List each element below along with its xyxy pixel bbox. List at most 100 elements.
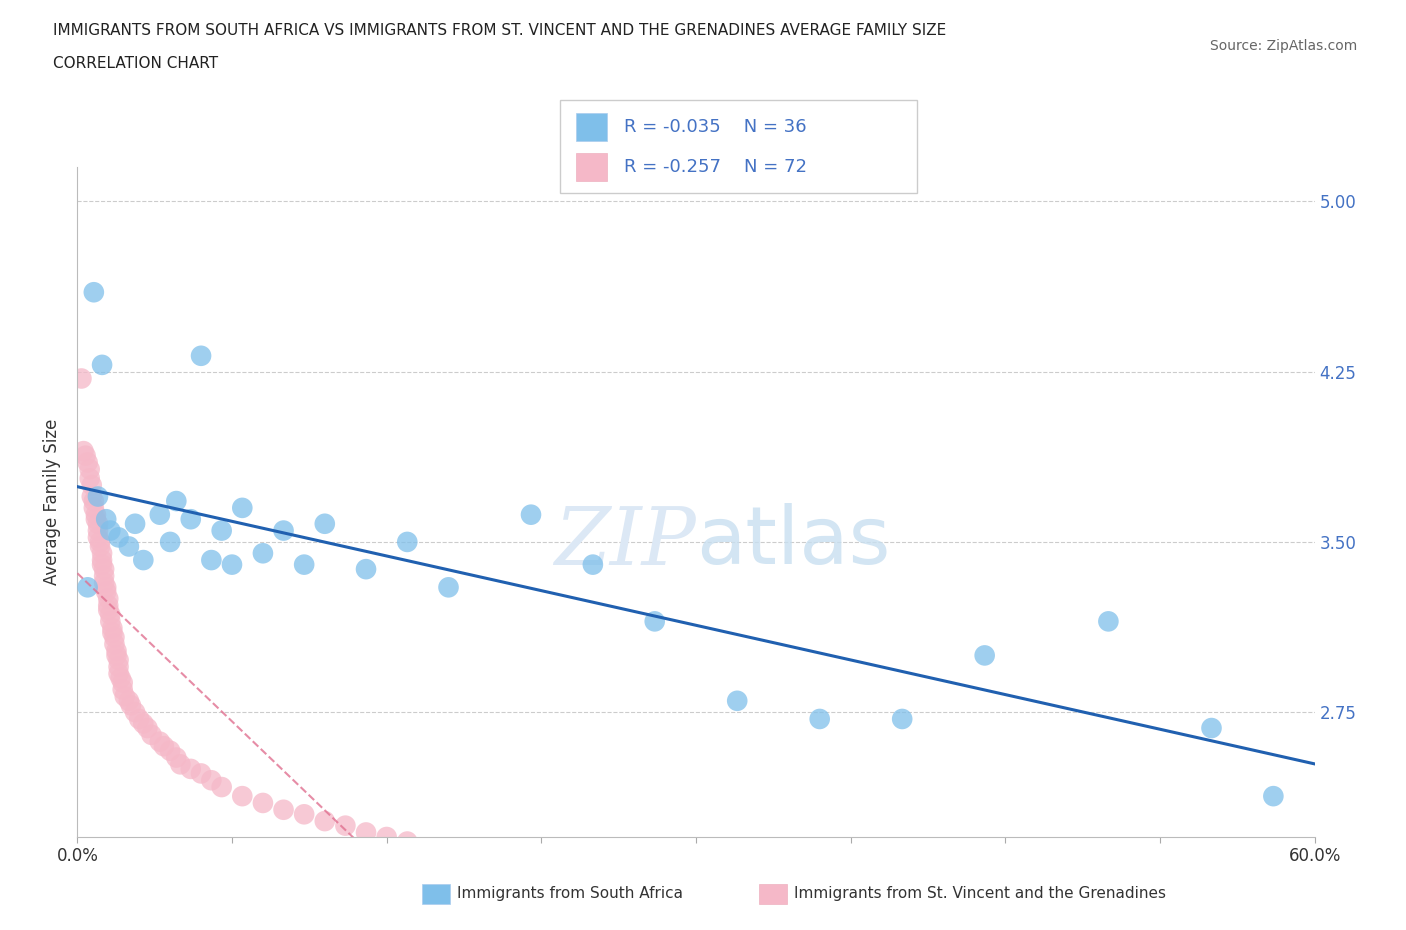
Point [354, 825, 377, 840]
Point [98, 524, 121, 538]
Point [72, 444, 94, 458]
Point [520, 507, 543, 522]
Point [190, 349, 212, 364]
Point [335, 818, 357, 833]
Point [231, 500, 253, 515]
Point [103, 637, 125, 652]
Point [136, 721, 159, 736]
Point [141, 727, 163, 742]
Text: Immigrants from St. Vincent and the Grenadines: Immigrants from St. Vincent and the Gren… [794, 886, 1167, 901]
Point [103, 630, 125, 644]
Point [96, 512, 118, 526]
Point [105, 648, 128, 663]
Point [273, 524, 295, 538]
Point [80, 478, 103, 493]
Point [437, 580, 460, 595]
Point [128, 711, 150, 726]
Text: ZIP: ZIP [554, 504, 696, 581]
Point [98, 614, 121, 629]
Point [79, 462, 101, 477]
Point [644, 614, 666, 629]
Point [891, 711, 914, 726]
Text: IMMIGRANTS FROM SOUTH AFRICA VS IMMIGRANTS FROM ST. VINCENT AND THE GRENADINES A: IMMIGRANTS FROM SOUTH AFRICA VS IMMIGRAN… [53, 23, 946, 38]
Point [70, 371, 93, 386]
Point [111, 682, 134, 697]
Point [1201, 721, 1223, 736]
Point [91, 552, 114, 567]
Point [96, 584, 118, 599]
Point [416, 841, 439, 856]
Point [111, 675, 134, 690]
Point [252, 546, 274, 561]
Point [159, 743, 181, 758]
Point [87, 524, 110, 538]
Point [252, 795, 274, 810]
Point [211, 779, 233, 794]
Point [169, 757, 191, 772]
Point [91, 546, 114, 561]
Text: Source: ZipAtlas.com: Source: ZipAtlas.com [1209, 39, 1357, 53]
Y-axis label: Average Family Size: Average Family Size [44, 419, 62, 585]
Point [132, 552, 155, 567]
Point [231, 789, 253, 804]
Point [91, 357, 114, 372]
Point [124, 516, 146, 531]
Point [83, 285, 105, 299]
Point [314, 814, 336, 829]
Point [200, 552, 222, 567]
Point [149, 507, 172, 522]
Point [101, 625, 124, 640]
Point [190, 766, 212, 781]
Point [375, 830, 398, 844]
Point [725, 694, 748, 709]
Point [87, 489, 110, 504]
Text: R = -0.257    N = 72: R = -0.257 N = 72 [624, 158, 807, 177]
Point [114, 689, 136, 704]
Point [84, 507, 107, 522]
Point [582, 557, 605, 572]
Point [165, 494, 187, 509]
Point [79, 471, 101, 485]
Point [973, 648, 995, 663]
Point [180, 762, 202, 777]
Text: CORRELATION CHART: CORRELATION CHART [53, 56, 218, 71]
Point [107, 530, 129, 545]
Point [97, 603, 120, 618]
Point [1097, 614, 1119, 629]
Text: R = -0.035    N = 36: R = -0.035 N = 36 [624, 118, 807, 137]
Point [89, 539, 111, 554]
Point [97, 598, 120, 613]
Point [120, 698, 142, 712]
Point [180, 512, 202, 526]
Point [808, 711, 831, 726]
Point [211, 524, 233, 538]
Point [396, 834, 419, 849]
Point [354, 562, 377, 577]
Point [107, 653, 129, 668]
Point [200, 773, 222, 788]
Point [87, 516, 110, 531]
Point [118, 539, 141, 554]
Point [132, 716, 155, 731]
Point [83, 500, 105, 515]
Point [83, 494, 105, 509]
Point [458, 852, 481, 867]
Point [149, 734, 172, 749]
Point [84, 512, 107, 526]
Point [292, 807, 315, 822]
Point [87, 530, 110, 545]
Point [76, 580, 98, 595]
Point [118, 694, 141, 709]
Point [110, 671, 132, 685]
Point [159, 535, 181, 550]
Text: Immigrants from South Africa: Immigrants from South Africa [457, 886, 683, 901]
Point [314, 516, 336, 531]
Point [437, 848, 460, 863]
Point [165, 751, 187, 765]
Point [91, 557, 114, 572]
Point [105, 644, 128, 658]
Point [98, 607, 121, 622]
Point [396, 535, 419, 550]
Point [76, 455, 98, 470]
Text: atlas: atlas [696, 503, 890, 581]
